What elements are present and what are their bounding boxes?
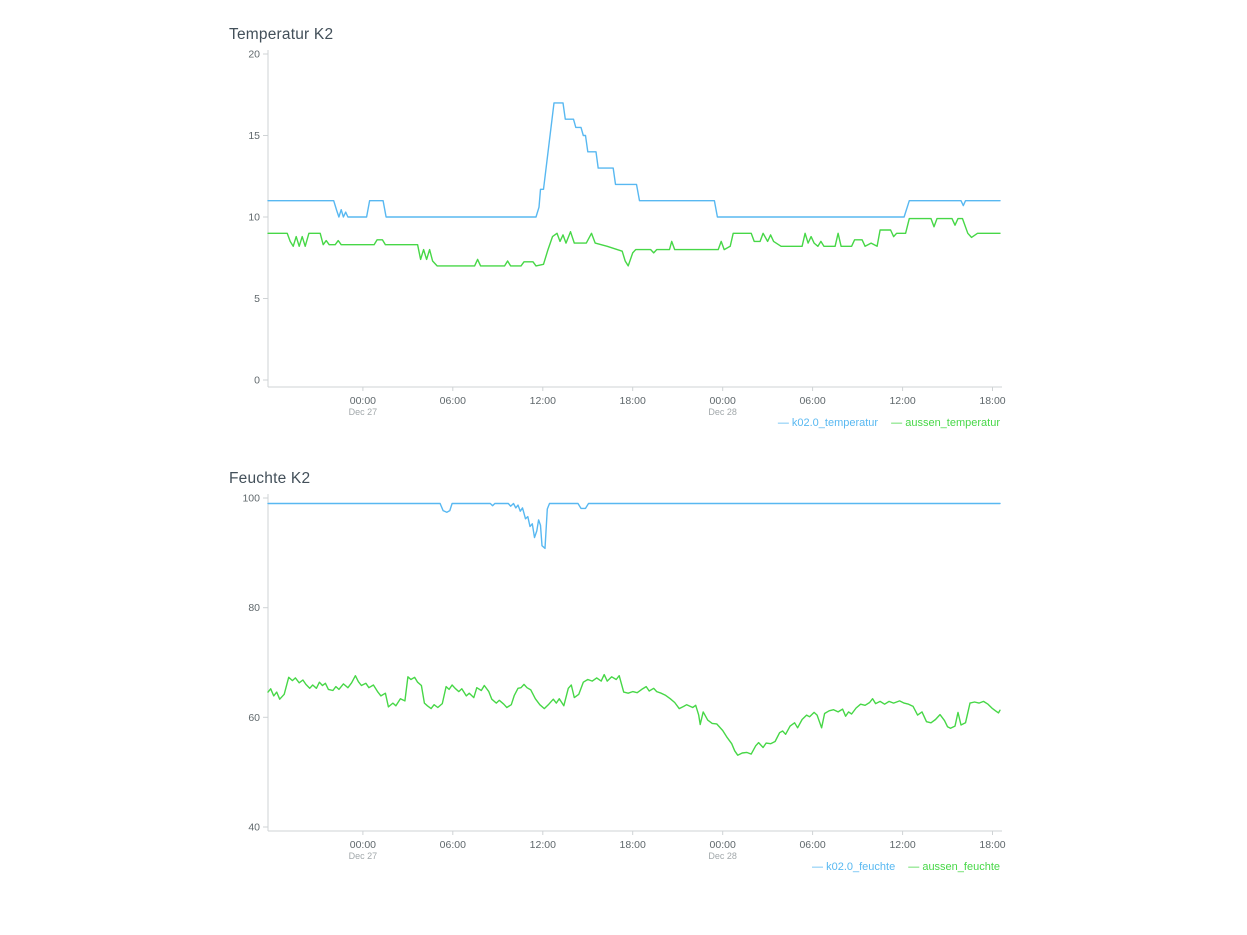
legend-item-k02-feuchte[interactable]: — k02.0_feuchte (812, 861, 896, 873)
svg-text:Dec 28: Dec 28 (708, 851, 737, 861)
svg-text:18:00: 18:00 (979, 395, 1005, 407)
legend-item-aussen-temperatur[interactable]: — aussen_temperatur (891, 417, 1000, 429)
svg-text:06:00: 06:00 (799, 839, 825, 851)
svg-text:00:00: 00:00 (350, 395, 376, 407)
svg-text:00:00: 00:00 (710, 839, 736, 851)
svg-text:12:00: 12:00 (889, 839, 915, 851)
legend-item-k02-temperatur[interactable]: — k02.0_temperatur (777, 417, 879, 429)
svg-text:18:00: 18:00 (620, 395, 646, 407)
svg-text:06:00: 06:00 (440, 395, 466, 407)
svg-text:Dec 27: Dec 27 (349, 407, 378, 417)
svg-text:12:00: 12:00 (530, 839, 556, 851)
svg-text:20: 20 (248, 49, 260, 61)
svg-text:Dec 28: Dec 28 (708, 407, 737, 417)
svg-text:18:00: 18:00 (620, 839, 646, 851)
svg-text:00:00: 00:00 (350, 839, 376, 851)
svg-text:12:00: 12:00 (530, 395, 556, 407)
svg-text:10: 10 (248, 212, 260, 224)
svg-text:80: 80 (248, 602, 260, 614)
svg-text:Dec 27: Dec 27 (349, 851, 378, 861)
temperatur-chart-legend: — k02.0_temperatur — aussen_temperatur (0, 417, 1000, 429)
svg-text:0: 0 (254, 375, 260, 387)
chart-title-temperatur: Temperatur K2 (229, 26, 334, 43)
svg-text:00:00: 00:00 (710, 395, 736, 407)
chart-title-feuchte: Feuchte K2 (229, 470, 311, 487)
feuchte-chart-legend: — k02.0_feuchte — aussen_feuchte (0, 861, 1000, 873)
svg-text:40: 40 (248, 822, 260, 834)
svg-text:15: 15 (248, 130, 260, 142)
svg-text:60: 60 (248, 712, 260, 724)
svg-text:06:00: 06:00 (799, 395, 825, 407)
svg-text:5: 5 (254, 293, 260, 305)
svg-text:12:00: 12:00 (889, 395, 915, 407)
svg-text:06:00: 06:00 (440, 839, 466, 851)
legend-item-aussen-feuchte[interactable]: — aussen_feuchte (908, 861, 1000, 873)
svg-text:100: 100 (242, 493, 260, 505)
svg-text:18:00: 18:00 (979, 839, 1005, 851)
